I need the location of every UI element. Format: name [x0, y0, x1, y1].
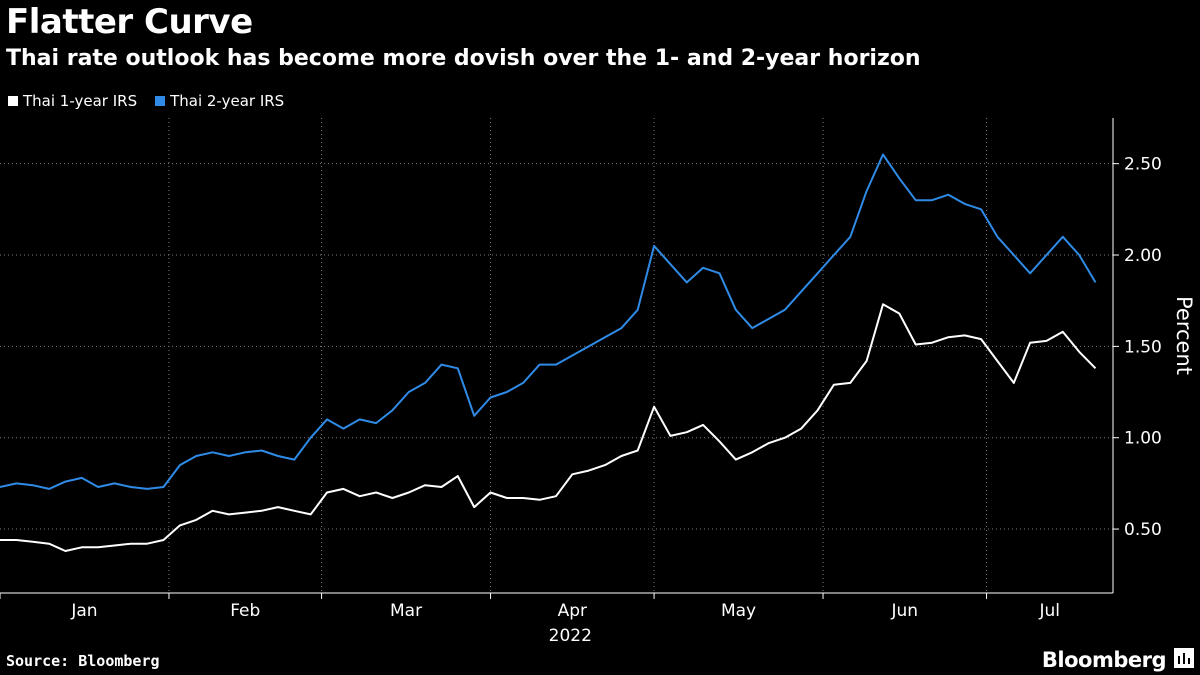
- series-line-2y: [0, 153, 1097, 490]
- y-tick-label: 1.00: [1124, 429, 1162, 449]
- legend-item-2y: Thai 2-year IRS: [155, 92, 284, 110]
- chart-subtitle: Thai rate outlook has become more dovish…: [6, 46, 921, 71]
- x-tick-label: Mar: [390, 601, 422, 621]
- x-tick-label: Jan: [70, 601, 97, 621]
- legend-item-1y: Thai 1-year IRS: [8, 92, 137, 110]
- x-year-label: 2022: [549, 626, 592, 646]
- chart-title: Flatter Curve: [6, 2, 253, 42]
- legend: Thai 1-year IRS Thai 2-year IRS: [8, 92, 284, 110]
- source-note: Source: Bloomberg: [6, 652, 160, 670]
- y-tick-label: 2.00: [1124, 246, 1162, 266]
- x-tick-label: Jul: [1039, 601, 1061, 621]
- bloomberg-chart-icon: [1174, 648, 1194, 668]
- legend-label-1y: Thai 1-year IRS: [23, 92, 138, 110]
- legend-swatch-1y: [8, 96, 18, 106]
- bloomberg-logo-text: Bloomberg: [1041, 648, 1167, 672]
- y-axis-title: Percent: [1172, 296, 1196, 375]
- legend-swatch-2y: [155, 96, 166, 106]
- series-line-1y: [0, 303, 1097, 552]
- x-tick-label: May: [721, 601, 756, 621]
- y-tick-label: 2.50: [1124, 155, 1162, 175]
- x-tick-label: Feb: [230, 601, 260, 621]
- legend-label-2y: Thai 2-year IRS: [170, 92, 285, 110]
- y-tick-label: 0.50: [1124, 520, 1162, 540]
- x-tick-label: Jun: [891, 601, 919, 621]
- x-tick-label: Apr: [558, 601, 587, 621]
- y-tick-label: 1.50: [1124, 337, 1162, 357]
